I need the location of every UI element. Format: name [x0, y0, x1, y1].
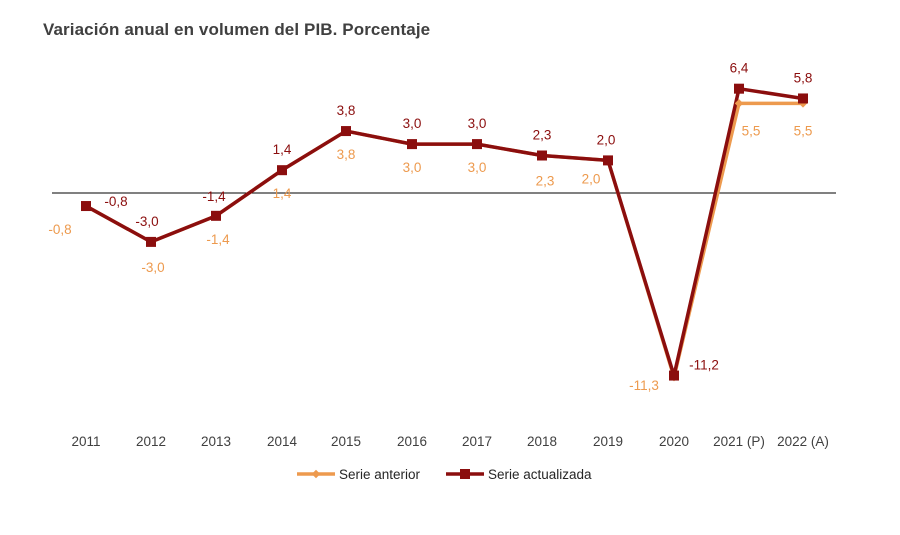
data-label-serie-actualizada: -0,8 — [104, 194, 127, 209]
data-label-serie-anterior: -3,0 — [141, 260, 164, 275]
legend-marker — [460, 469, 470, 479]
data-label-serie-actualizada: -11,2 — [689, 358, 719, 373]
data-label-serie-anterior: 5,5 — [742, 123, 761, 138]
x-tick-label: 2019 — [593, 434, 623, 449]
data-label-serie-actualizada: 3,0 — [403, 116, 422, 131]
series-line-serie-actualizada — [85, 86, 804, 378]
data-label-serie-anterior: -1,4 — [206, 232, 230, 247]
legend-label: Serie actualizada — [488, 467, 592, 482]
point-serie-actualizada — [537, 150, 547, 161]
data-label-serie-anterior: 1,4 — [273, 186, 292, 201]
x-tick-label: 2014 — [267, 434, 298, 449]
point-serie-actualizada — [341, 126, 351, 137]
point-serie-actualizada — [146, 236, 156, 247]
data-label-serie-anterior: 3,8 — [337, 147, 356, 162]
point-serie-actualizada — [798, 93, 808, 104]
data-label-serie-actualizada: 3,0 — [468, 116, 487, 131]
point-serie-actualizada — [472, 139, 482, 150]
data-label-serie-actualizada: 1,4 — [273, 142, 292, 157]
data-label-serie-anterior: -0,8 — [48, 222, 71, 237]
point-serie-actualizada — [407, 139, 417, 150]
data-label-serie-actualizada: 5,8 — [794, 70, 813, 85]
point-serie-actualizada — [603, 155, 613, 166]
x-tick-label: 2021 (P) — [713, 434, 765, 449]
point-serie-actualizada — [734, 83, 744, 94]
legend-item-serie-anterior: Serie anterior — [297, 467, 421, 482]
data-label-serie-anterior: 2,0 — [582, 171, 601, 186]
data-label-serie-anterior: 3,0 — [468, 160, 487, 175]
point-serie-actualizada — [669, 370, 679, 381]
point-serie-actualizada — [211, 210, 221, 221]
chart-title: Variación anual en volumen del PIB. Porc… — [43, 20, 431, 39]
data-label-serie-actualizada: 2,3 — [533, 128, 552, 143]
legend-label: Serie anterior — [339, 467, 421, 482]
data-label-serie-anterior: 5,5 — [794, 123, 813, 138]
x-tick-label: 2017 — [462, 434, 492, 449]
data-label-serie-actualizada: 2,0 — [597, 132, 616, 147]
legend-item-serie-actualizada: Serie actualizada — [446, 467, 592, 482]
data-label-serie-anterior: 3,0 — [403, 160, 422, 175]
data-label-serie-anterior: -11,3 — [629, 378, 659, 393]
x-tick-label: 2012 — [136, 434, 166, 449]
legend-marker — [311, 469, 321, 479]
x-tick-label: 2015 — [331, 434, 361, 449]
x-tick-label: 2018 — [527, 434, 557, 449]
x-tick-label: 2013 — [201, 434, 231, 449]
data-label-serie-anterior: 2,3 — [536, 174, 555, 189]
data-label-serie-actualizada: 6,4 — [730, 61, 749, 76]
legend: Serie anterior Serie actualizada — [297, 467, 592, 482]
x-tick-label: 2020 — [659, 434, 689, 449]
x-tick-label: 2016 — [397, 434, 427, 449]
data-label-serie-actualizada: 3,8 — [337, 103, 356, 118]
point-serie-actualizada — [81, 201, 91, 212]
point-serie-actualizada — [277, 165, 287, 176]
data-label-serie-actualizada: -1,4 — [202, 189, 226, 204]
data-label-serie-actualizada: -3,0 — [135, 214, 158, 229]
x-tick-label: 2011 — [71, 434, 100, 449]
x-tick-label: 2022 (A) — [777, 434, 829, 449]
